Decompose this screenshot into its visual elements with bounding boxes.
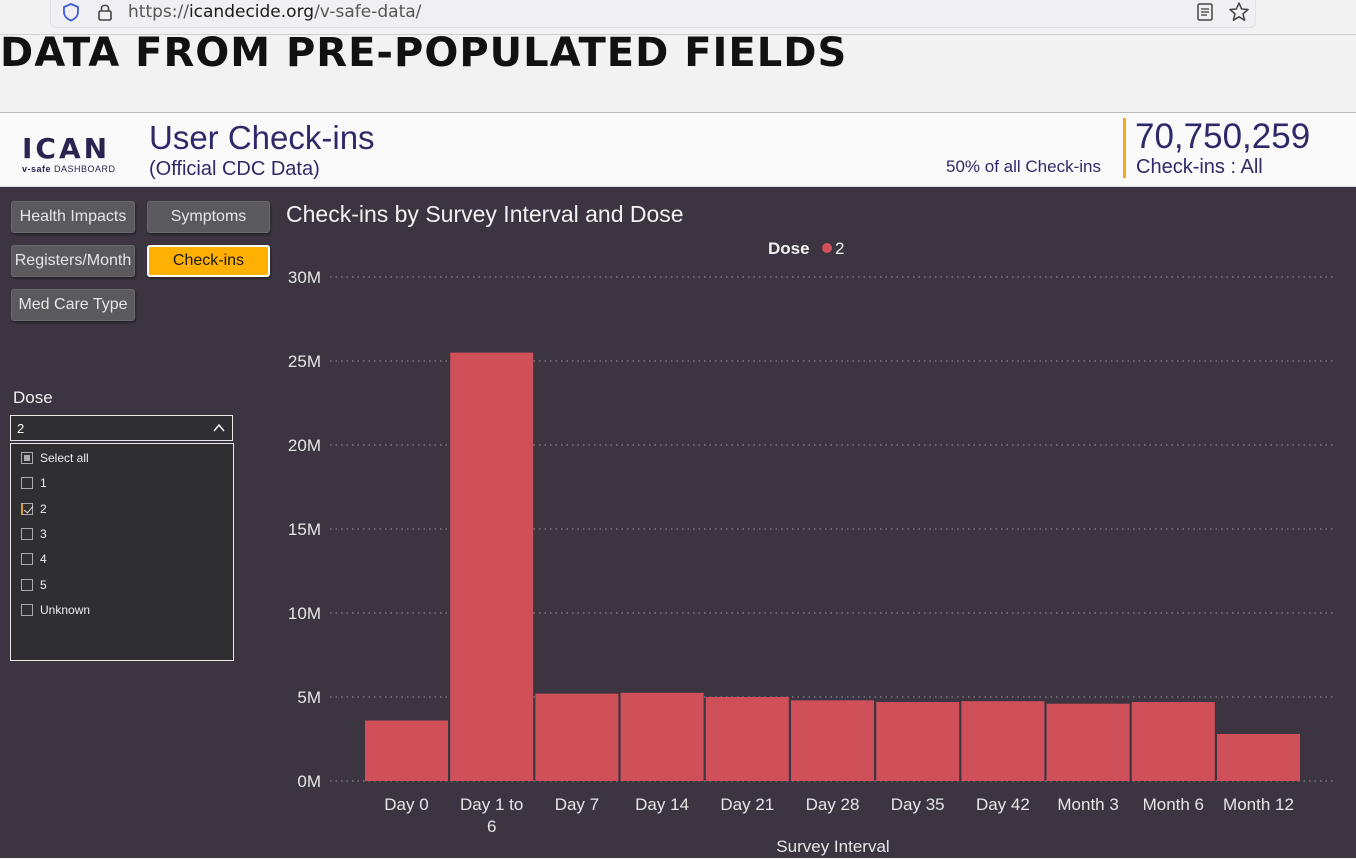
reader-view-icon[interactable] (1195, 1, 1215, 23)
url-host: icandecide.org (188, 2, 315, 22)
checkbox-icon[interactable] (21, 579, 33, 591)
bar (1046, 703, 1130, 781)
dose-option-3[interactable]: 3 (21, 526, 47, 542)
browser-divider (0, 34, 1356, 35)
chart-title: Check-ins by Survey Interval and Dose (286, 201, 684, 227)
x-tick-label: Day 42 (976, 795, 1030, 814)
legend-marker (822, 243, 832, 253)
bookmark-star-icon[interactable] (1227, 0, 1251, 24)
checkbox-icon[interactable] (21, 604, 33, 616)
bar (876, 702, 960, 781)
y-tick-label: 0M (297, 772, 321, 791)
page-subtitle: (Official CDC Data) (149, 158, 320, 180)
dose-dropdown[interactable]: 2 (10, 415, 233, 441)
x-tick-label: Month 6 (1143, 795, 1204, 814)
dose-options-list: Select all 1 2 3 4 5 Unknown (10, 443, 234, 661)
symptoms-button[interactable]: Symptoms (147, 201, 270, 233)
checkbox-icon[interactable] (21, 528, 33, 540)
x-tick-label: Day 7 (555, 795, 599, 814)
dose-option-unknown[interactable]: Unknown (21, 602, 90, 618)
url-text[interactable]: https://icandecide.org/v-safe-data/ (128, 2, 421, 22)
y-tick-label: 20M (288, 436, 321, 455)
legend-title: Dose (768, 239, 810, 258)
bar (705, 697, 789, 781)
bar (365, 720, 448, 781)
registers-month-button[interactable]: Registers/Month (11, 245, 135, 277)
page-title: User Check-ins (149, 119, 375, 156)
dose-option-4[interactable]: 4 (21, 551, 47, 567)
health-impacts-button[interactable]: Health Impacts (11, 201, 135, 233)
kpi-accent-bar (1123, 118, 1126, 178)
kpi-value: 70,750,259 (1135, 117, 1311, 156)
x-tick-label: Month 3 (1057, 795, 1118, 814)
bar (961, 701, 1045, 781)
bar (1131, 702, 1215, 781)
bar (620, 692, 704, 781)
ican-logo: ICAN v-safe DASHBOARD (22, 132, 118, 175)
checkbox-checked-icon[interactable] (21, 503, 33, 515)
legend-series-label: 2 (835, 239, 844, 258)
dashboard-header: ICAN v-safe DASHBOARD User Check-ins (Of… (0, 113, 1356, 187)
page-headline: DATA FROM PRE-POPULATED FIELDS (0, 30, 848, 76)
bar (450, 352, 534, 781)
x-tick-label: Day 35 (891, 795, 945, 814)
x-tick-label: Month 12 (1223, 795, 1294, 814)
checkbox-icon[interactable] (21, 553, 33, 565)
lock-icon[interactable] (95, 1, 115, 23)
x-tick-label: Day 21 (720, 795, 774, 814)
kpi-label: Check-ins : All (1136, 156, 1263, 178)
logo-text: ICAN (22, 132, 111, 165)
bar (1217, 733, 1300, 781)
y-tick-label: 25M (288, 352, 321, 371)
browser-address-bar[interactable]: https://icandecide.org/v-safe-data/ (50, 0, 1256, 28)
checkbox-icon[interactable] (21, 477, 33, 489)
x-tick-label: Day 1 to 6 (460, 795, 523, 836)
y-tick-label: 30M (288, 268, 321, 287)
x-tick-label: Day 14 (635, 795, 689, 814)
checkbox-icon[interactable] (21, 452, 33, 464)
y-tick-label: 10M (288, 604, 321, 623)
chevron-up-icon[interactable] (212, 421, 226, 435)
shield-icon[interactable] (61, 1, 81, 23)
med-care-type-button[interactable]: Med Care Type (11, 289, 135, 321)
y-tick-label: 5M (297, 688, 321, 707)
dose-option-5[interactable]: 5 (21, 577, 47, 593)
x-tick-label: Day 0 (384, 795, 428, 814)
url-prefix: https:// (128, 2, 189, 22)
dose-selected-value: 2 (17, 421, 25, 436)
check-ins-button[interactable]: Check-ins (147, 245, 270, 277)
x-tick-label: Day 28 (806, 795, 860, 814)
dose-filter-label: Dose (13, 388, 53, 407)
dose-option-1[interactable]: 1 (21, 475, 47, 491)
y-tick-label: 15M (288, 520, 321, 539)
percent-note: 50% of all Check-ins (946, 157, 1101, 176)
dose-option-2[interactable]: 2 (21, 501, 47, 517)
url-path: /v-safe-data/ (314, 2, 422, 22)
x-axis-title: Survey Interval (776, 837, 889, 856)
dose-option-select-all[interactable]: Select all (21, 450, 89, 466)
bar (791, 700, 874, 781)
bar (535, 693, 619, 781)
dashboard: ICAN v-safe DASHBOARD User Check-ins (Of… (0, 112, 1356, 858)
logo-subtext: v-safe DASHBOARD (22, 164, 116, 174)
